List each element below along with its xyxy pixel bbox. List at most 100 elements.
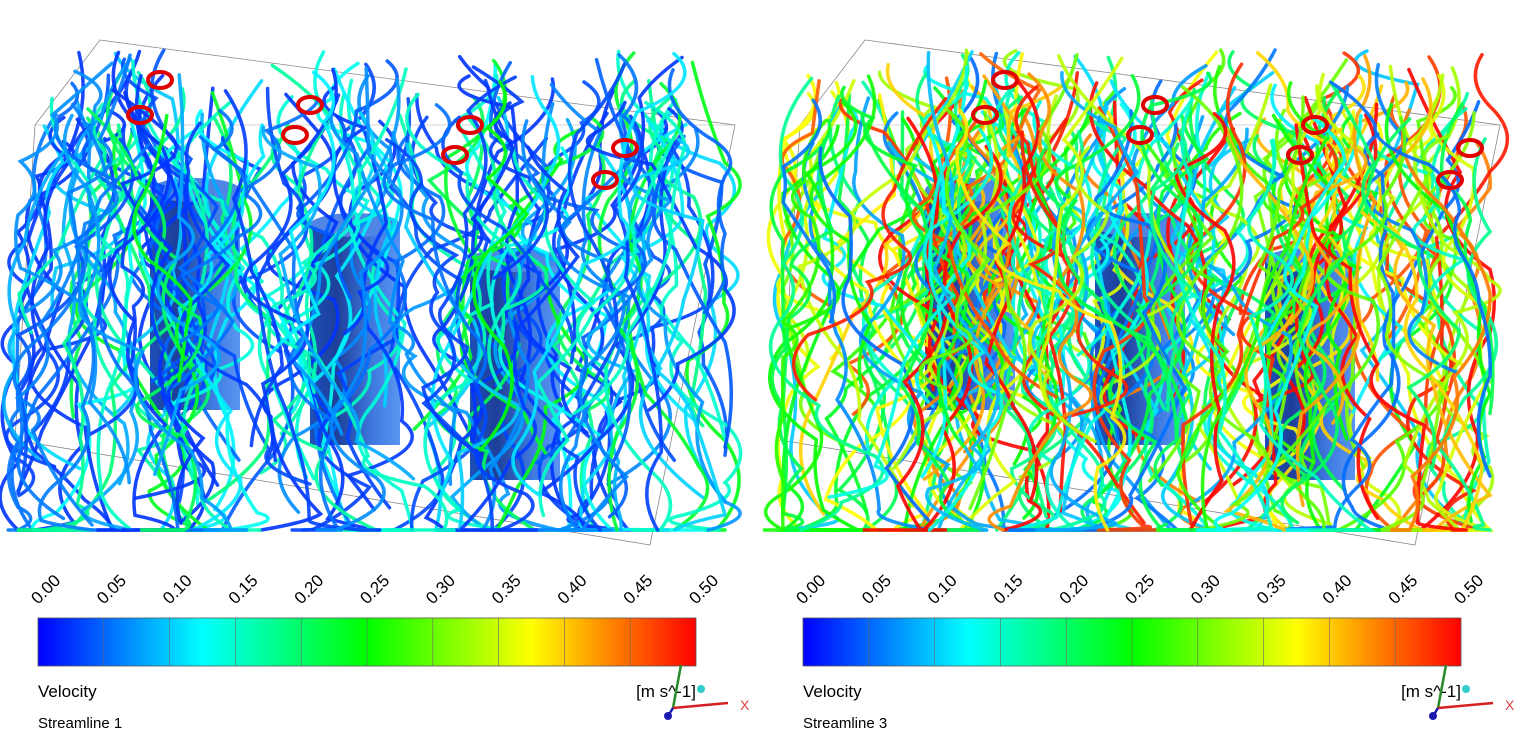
streamline [549,82,631,532]
streamline [223,89,284,448]
axis-x-label: X [740,697,750,713]
streamline [1247,139,1376,532]
streamline [655,126,729,457]
streamline [1303,96,1380,520]
streamline [1102,48,1299,412]
colorbar-tick-label: 0.40 [1319,571,1356,608]
axis-z-ball [1429,712,1437,720]
streamline [1294,123,1468,532]
streamline [925,51,1000,532]
streamline [987,72,1093,532]
inlet-swirl [456,115,484,135]
streamline [1402,73,1502,532]
colorbar-tick-label: 0.45 [1385,571,1422,608]
streamline [1269,116,1407,532]
colorbar-tick-label: 0.30 [1187,571,1224,608]
colorbar-tick-label: 0.15 [990,571,1027,608]
streamline [984,79,1043,532]
inlet-swirl [441,145,469,165]
streamline [955,108,1127,532]
streamline [1280,117,1412,525]
colorbar-quantity: Velocity [803,682,862,701]
streamline [129,127,241,462]
streamline [1437,137,1498,532]
streamline [242,93,341,463]
streamline [457,54,516,258]
axis-ball [1462,685,1470,693]
inlet-swirl [591,170,619,190]
streamline [1095,102,1149,532]
streamline [585,100,736,412]
streamline [1405,52,1510,529]
streamline [1073,144,1149,393]
streamline [1036,147,1179,488]
streamline [179,108,263,343]
inlet-swirl [126,105,154,125]
streamline [827,127,994,499]
panel: 0.00 0.05 0.10 0.15 0.20 0.25 0.30 0.35 0.40 0.45… [0,39,750,732]
streamline [1375,133,1451,532]
streamline [1037,56,1124,410]
streamline [296,59,399,300]
streamline [1421,111,1492,384]
streamline [1027,145,1110,444]
panel: 0.00 0.05 0.10 0.15 0.20 0.25 0.30 0.35 0.40 0.45… [762,39,1514,732]
streamline [131,113,193,383]
axis-y [671,664,683,709]
streamline [301,136,446,532]
streamline [1200,81,1329,532]
streamline-title: Streamline 3 [803,715,887,732]
streamline [1390,108,1492,532]
colorbar-tick-label: 0.10 [159,571,196,608]
streamline [535,134,677,518]
streamline [62,113,249,532]
streamline [554,55,684,353]
colorbar-tick-label: 0.40 [554,571,591,608]
streamline [171,97,321,389]
streamline [572,100,687,416]
streamline [632,137,728,532]
axis-ball [697,685,705,693]
colorbar-tick-label: 0.50 [1450,571,1487,608]
streamline [1149,130,1194,413]
streamline [37,53,132,532]
streamline [1295,54,1377,508]
streamline [24,69,103,314]
inlet-swirl [991,70,1019,90]
streamline [261,125,416,481]
streamline [762,100,858,532]
colorbar-tick-label: 0.05 [858,571,895,608]
colorbar-tick-label: 0.00 [27,571,64,608]
colorbar-tick-label: 0.10 [924,571,961,608]
inlet-swirl [1301,115,1329,135]
streamline [774,118,828,532]
streamline [382,103,488,384]
streamline [511,51,687,498]
streamline [660,109,740,503]
streamline [652,134,733,450]
inlet-swirl [1126,125,1154,145]
inlet-swirl [1286,145,1314,165]
axis-y [1436,664,1448,709]
streamline [456,145,580,532]
streamline [1176,85,1271,532]
streamline [1048,146,1123,398]
streamline [315,66,404,532]
streamline [780,98,837,324]
streamline [7,49,142,532]
streamline [1035,71,1140,532]
streamline [1014,83,1146,525]
streamline [521,119,629,532]
inlet-swirl [296,95,324,115]
streamline [471,65,550,280]
inlet-swirl [611,138,639,158]
streamline [322,85,390,336]
streamline [1169,140,1276,475]
colorbar-tick-label: 0.25 [356,571,393,608]
streamline [1256,95,1310,407]
streamline [110,88,206,525]
streamline [619,118,696,422]
streamline [949,56,1012,401]
